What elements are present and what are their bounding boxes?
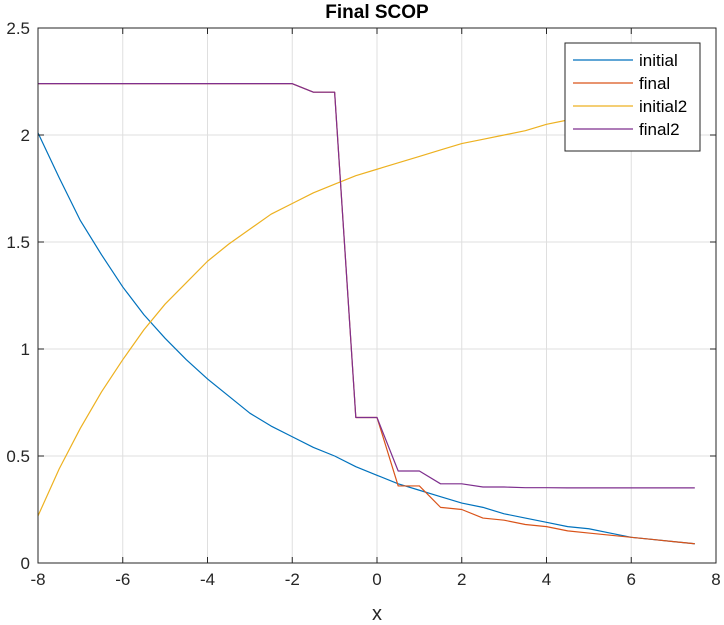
- y-tick-label: 1.5: [6, 233, 30, 252]
- series-lines: [37, 83, 695, 545]
- legend-label: initial2: [639, 97, 687, 116]
- x-tick-label: -4: [200, 570, 215, 589]
- y-tick-label: 2: [21, 126, 30, 145]
- y-tick-label: 2.5: [6, 19, 30, 38]
- legend: initial final initial2 final2: [564, 42, 701, 152]
- y-tick-label: 0.5: [6, 447, 30, 466]
- legend-label: initial: [639, 51, 678, 70]
- series-line-final2: [38, 83, 695, 489]
- legend-label: final2: [639, 120, 680, 139]
- x-tick-label: 0: [372, 570, 381, 589]
- x-tick-label: 4: [542, 570, 551, 589]
- y-tick-label: 1: [21, 340, 30, 359]
- x-tick-label: 8: [711, 570, 720, 589]
- x-axis-label: x: [372, 603, 382, 625]
- series-line-initial: [37, 132, 695, 545]
- y-tick-label: 0: [21, 554, 30, 573]
- legend-label: final: [639, 74, 670, 93]
- grid-lines: [37, 27, 717, 564]
- axis-ticks: -8 -6 -4 -2 0 2 4 6 8 0 0.5 1 1.5 2 2.5: [6, 19, 720, 589]
- x-tick-label: -6: [115, 570, 130, 589]
- chart-title: Final SCOP: [325, 2, 429, 23]
- legend-box: [564, 42, 701, 152]
- x-tick-label: 2: [457, 570, 466, 589]
- x-tick-label: -2: [285, 570, 300, 589]
- x-tick-label: -8: [30, 570, 45, 589]
- x-tick-label: 6: [627, 570, 636, 589]
